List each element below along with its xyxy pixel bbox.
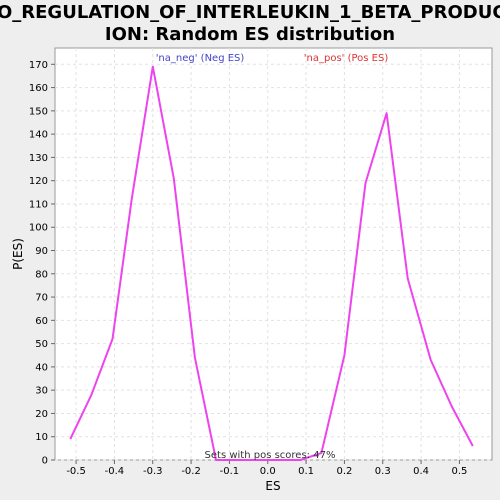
- legend-pos: 'na_pos' (Pos ES): [304, 53, 389, 64]
- y-tick-label: 40: [35, 362, 48, 373]
- x-tick-label: -0.1: [220, 466, 240, 477]
- y-axis-label: P(ES): [11, 238, 25, 270]
- y-tick-label: 140: [29, 130, 48, 141]
- pos-score-annotation: Sets with pos scores: 47%: [205, 450, 336, 461]
- axis-ticks: -0.5 -0.4 -0.3 -0.2 -0.1 0.0 0.1 0.2 0.3 0.4 0.5 0 1…: [29, 60, 467, 477]
- chart-title-line-2: ION: Random ES distribution: [105, 24, 395, 45]
- y-tick-label: 80: [35, 269, 48, 280]
- y-tick-label: 10: [35, 432, 48, 443]
- series-layer: [69, 65, 474, 461]
- y-tick-label: 160: [29, 83, 48, 94]
- y-tick-label: 130: [29, 153, 48, 164]
- y-tick-label: 100: [29, 223, 48, 234]
- y-tick-label: 170: [29, 60, 48, 71]
- x-tick-label: -0.4: [105, 466, 125, 477]
- y-tick-label: 70: [35, 293, 48, 304]
- y-tick-label: 90: [35, 246, 48, 257]
- y-tick-label: 50: [35, 339, 48, 350]
- x-tick-label: -0.3: [143, 466, 163, 477]
- y-tick-label: 30: [35, 386, 48, 397]
- y-tick-label: 60: [35, 316, 48, 327]
- x-tick-label: 0.3: [375, 466, 391, 477]
- x-tick-label: 0.2: [336, 466, 352, 477]
- x-axis-label: ES: [265, 479, 280, 493]
- x-tick-label: -0.5: [66, 466, 86, 477]
- x-tick-label: 0.1: [298, 466, 314, 477]
- x-tick-label: -0.2: [181, 466, 201, 477]
- legend-neg: 'na_neg' (Neg ES): [156, 53, 245, 64]
- series-line: [69, 65, 474, 461]
- y-tick-label: 150: [29, 106, 48, 117]
- y-tick-label: 20: [35, 409, 48, 420]
- x-tick-label: 0.5: [451, 466, 467, 477]
- y-tick-label: 0: [42, 456, 48, 467]
- grid-lines: [55, 48, 492, 461]
- y-tick-label: 110: [29, 199, 48, 210]
- y-tick-label: 120: [29, 176, 48, 187]
- plot-area: [54, 47, 493, 461]
- x-tick-label: 0.0: [260, 466, 276, 477]
- chart-title-line-1: GO_REGULATION_OF_INTERLEUKIN_1_BETA_PROD…: [0, 2, 500, 23]
- x-tick-label: 0.4: [413, 466, 429, 477]
